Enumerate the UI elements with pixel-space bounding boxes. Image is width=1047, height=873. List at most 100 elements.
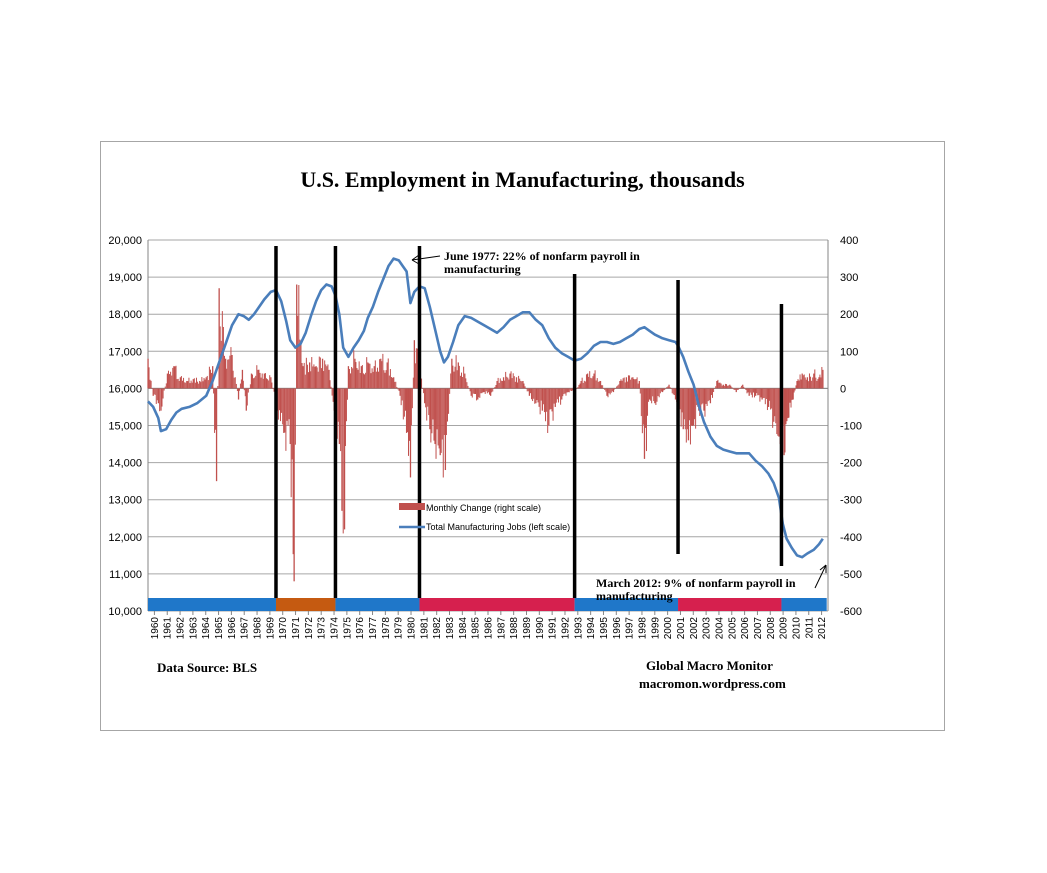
- annotation-arrows: [411, 254, 827, 589]
- bar: [806, 377, 809, 389]
- bar: [507, 377, 509, 389]
- annotation-march-2012-line1: March 2012: 9% of nonfarm payroll in: [596, 576, 796, 590]
- bar: [396, 386, 398, 389]
- bar: [356, 368, 358, 389]
- bar: [376, 367, 378, 389]
- bar: [190, 380, 192, 389]
- bar: [441, 388, 443, 440]
- bar: [357, 369, 359, 389]
- bar: [773, 388, 775, 422]
- bar: [720, 383, 722, 389]
- bar: [365, 372, 367, 389]
- bar: [564, 388, 566, 394]
- bar: [473, 388, 475, 394]
- bar: [702, 388, 704, 404]
- x-tick-label: 2008: [766, 617, 777, 640]
- bar: [202, 381, 204, 389]
- x-tick-label: 1988: [509, 617, 520, 640]
- x-tick-label: 1999: [650, 617, 661, 640]
- bar: [313, 364, 315, 389]
- bar: [637, 383, 639, 389]
- x-tick-label: 1996: [612, 617, 623, 640]
- bar: [552, 388, 554, 421]
- bar: [389, 369, 391, 389]
- bar: [712, 388, 714, 398]
- term-bands: [148, 598, 827, 611]
- bar: [643, 388, 646, 459]
- bar: [706, 388, 708, 406]
- x-tick-label: 2012: [817, 617, 828, 640]
- bar: [588, 376, 590, 389]
- bar: [577, 387, 579, 389]
- bar: [277, 388, 279, 420]
- bar: [523, 383, 525, 389]
- bar: [737, 388, 739, 390]
- bar: [290, 388, 292, 498]
- x-tick-label: 1991: [548, 617, 559, 640]
- bar: [502, 377, 505, 389]
- bar: [692, 388, 694, 426]
- right-tick-label: 400: [840, 235, 858, 247]
- bar: [612, 388, 615, 393]
- bar: [262, 378, 264, 389]
- term-band: [678, 598, 782, 611]
- bar: [508, 379, 510, 389]
- bar: [531, 388, 533, 400]
- bar: [314, 366, 316, 389]
- bar: [458, 365, 460, 389]
- bar: [821, 366, 823, 389]
- bar: [256, 365, 258, 389]
- bar: [163, 388, 165, 391]
- x-tick-label: 1970: [278, 617, 289, 640]
- annotation-june-1977: June 1977: 22% of nonfarm payroll in man…: [444, 250, 640, 276]
- bar: [235, 383, 237, 389]
- x-tick-label: 1965: [214, 617, 225, 640]
- bar: [562, 388, 564, 397]
- bar: [776, 388, 778, 435]
- bar: [721, 385, 723, 389]
- right-tick-label: 100: [840, 346, 858, 358]
- bar: [652, 388, 654, 397]
- bar: [194, 382, 196, 389]
- x-tick-label: 1971: [291, 617, 302, 640]
- bar: [220, 340, 222, 389]
- bar: [353, 350, 355, 389]
- bar: [385, 370, 387, 389]
- bar: [157, 388, 160, 404]
- x-tick-label: 1976: [355, 617, 366, 640]
- chart-frame: [100, 141, 945, 731]
- bar: [282, 388, 284, 425]
- jobs-line: [147, 257, 824, 559]
- bar: [591, 378, 593, 389]
- x-tick-label: 1967: [240, 617, 251, 640]
- bar: [462, 376, 464, 389]
- bar: [187, 381, 189, 389]
- legend-label-bars: Monthly Change (right scale): [426, 503, 541, 513]
- bar: [565, 388, 567, 396]
- bar: [754, 388, 756, 398]
- bar: [686, 388, 688, 430]
- bar: [311, 357, 313, 389]
- bar: [281, 388, 283, 413]
- bar: [454, 366, 456, 389]
- bar: [750, 388, 752, 395]
- bar: [278, 388, 280, 411]
- bar: [305, 357, 307, 389]
- bar: [683, 388, 685, 420]
- x-tick-label: 1975: [342, 617, 353, 640]
- bar: [415, 348, 417, 389]
- bar: [382, 353, 384, 389]
- bar: [803, 374, 805, 389]
- x-tick-label: 1980: [407, 617, 418, 640]
- bar: [610, 388, 612, 393]
- bar: [485, 388, 487, 392]
- bar: [332, 388, 334, 402]
- bar: [818, 377, 820, 389]
- x-tick-label: 2002: [689, 617, 700, 640]
- bar: [348, 368, 350, 389]
- bar: [736, 388, 738, 391]
- bar: [150, 380, 152, 389]
- x-tick-label: 1989: [522, 617, 533, 640]
- bar: [581, 377, 583, 389]
- bar: [328, 369, 330, 389]
